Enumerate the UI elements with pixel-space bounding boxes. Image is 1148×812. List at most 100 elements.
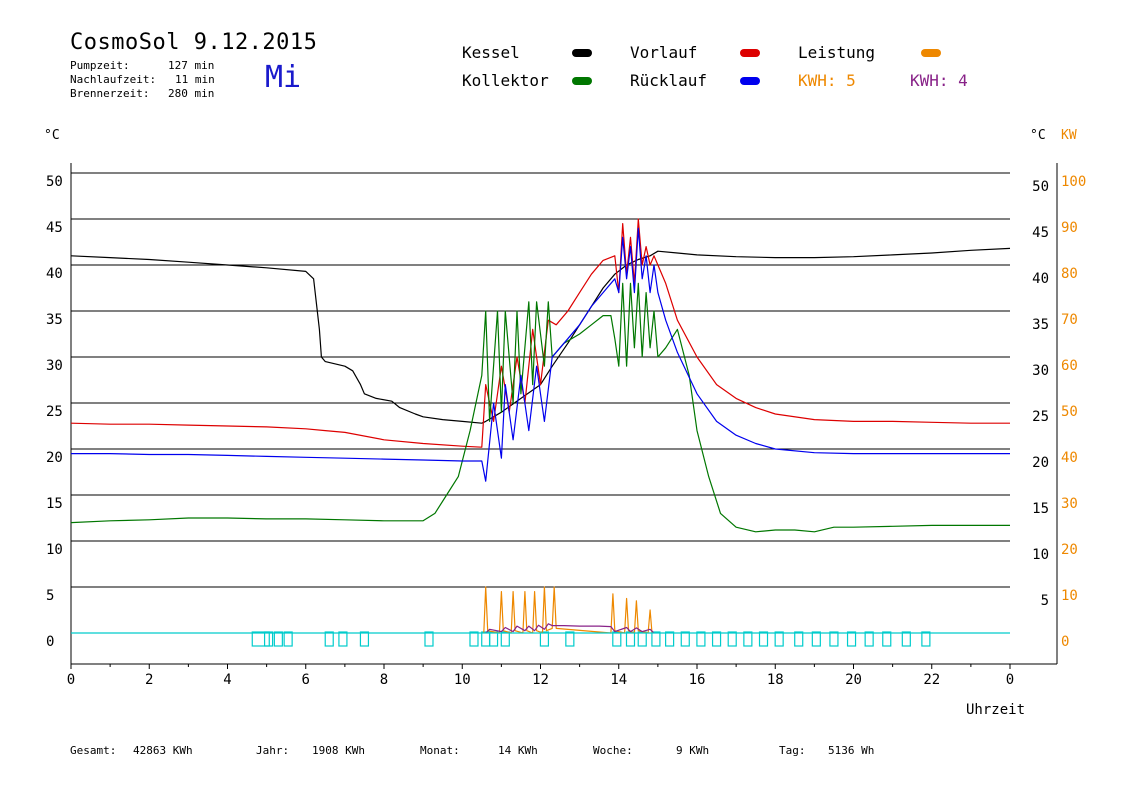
stat-value-pumpzeit: 127 min xyxy=(168,59,215,72)
series-line-kollektor xyxy=(70,282,1010,533)
pump-block xyxy=(263,631,274,647)
pump-block xyxy=(612,631,622,647)
stat-value-nachlaufzeit: 11 min xyxy=(175,73,215,86)
y-right-unit: °C xyxy=(1030,128,1046,143)
footer-gesamt-value: 42863 KWh xyxy=(133,744,193,757)
x-tick-label: 14 xyxy=(610,672,627,688)
pump-block xyxy=(774,631,784,647)
series-line-rcklauf xyxy=(71,227,1010,482)
footer-woche-label: Woche: xyxy=(593,744,633,757)
y-tick-right-temp: 30 xyxy=(1032,363,1049,379)
series-line-kessel xyxy=(70,247,1011,424)
x-tick-label: 20 xyxy=(845,672,862,688)
y-tick-right-temp: 5 xyxy=(1041,593,1049,609)
legend-ruecklauf-label: Rücklauf xyxy=(630,71,708,90)
legend-ruecklauf-swatch xyxy=(740,77,760,85)
x-axis-label: Uhrzeit xyxy=(966,702,1026,718)
legend-kessel-swatch xyxy=(572,49,592,57)
x-tick-label: 18 xyxy=(767,672,784,688)
y-tick-right-temp: 10 xyxy=(1032,547,1049,563)
y-tick-right-kw: 80 xyxy=(1061,266,1078,282)
y-tick-left: 20 xyxy=(46,450,63,466)
pump-block xyxy=(758,631,769,647)
pump-block xyxy=(665,631,675,647)
pump-block xyxy=(921,631,931,647)
legend-kollektor-label: Kollektor xyxy=(462,71,549,90)
pump-block xyxy=(680,631,690,647)
pump-block xyxy=(500,631,510,647)
pump-block xyxy=(743,631,753,647)
y-left-unit: °C xyxy=(44,128,60,143)
y-tick-left: 5 xyxy=(46,588,54,604)
footer-monat-label: Monat: xyxy=(420,744,460,757)
y-tick-right-kw: 60 xyxy=(1061,358,1078,374)
x-tick-label: 4 xyxy=(223,672,231,688)
stat-label-brennerzeit: Brennerzeit: xyxy=(70,87,150,100)
legend-leistung-label: Leistung xyxy=(798,43,876,62)
y-tick-right-temp: 45 xyxy=(1032,225,1049,241)
series-line-vorlauf xyxy=(70,218,1010,448)
x-tick-label: 6 xyxy=(302,672,310,688)
x-tick-label: 22 xyxy=(923,672,940,688)
pump-block xyxy=(829,631,839,647)
weekday-label: Mi xyxy=(265,60,302,95)
y-tick-right-kw: 90 xyxy=(1061,220,1078,236)
pump-block xyxy=(324,631,334,647)
y-tick-left: 0 xyxy=(46,634,54,650)
y-tick-right-kw: 50 xyxy=(1061,404,1078,420)
y-tick-right-temp: 15 xyxy=(1032,501,1049,517)
pump-block xyxy=(488,631,499,647)
y-tick-left: 25 xyxy=(46,404,63,420)
pump-block xyxy=(711,631,722,647)
pump-block xyxy=(338,631,348,647)
pump-block xyxy=(283,631,293,647)
x-tick-label: 0 xyxy=(1006,672,1014,688)
x-tick-label: 8 xyxy=(380,672,388,688)
y-tick-right-kw: 20 xyxy=(1061,542,1078,558)
y-tick-left: 30 xyxy=(46,358,63,374)
pump-block xyxy=(727,631,737,647)
y-tick-right-temp: 20 xyxy=(1032,455,1049,471)
x-tick-label: 16 xyxy=(689,672,706,688)
pump-block xyxy=(901,631,911,647)
legend-vorlauf-label: Vorlauf xyxy=(630,43,698,62)
stat-value-brennerzeit: 280 min xyxy=(168,87,215,100)
y-tick-right-temp: 50 xyxy=(1032,179,1049,195)
series-line-leistung xyxy=(483,586,653,634)
y-tick-right-temp: 35 xyxy=(1032,317,1049,333)
y-tick-right-kw: 40 xyxy=(1061,450,1078,466)
legend-kwh-orange: KWH: 5 xyxy=(798,71,856,90)
x-tick-label: 12 xyxy=(532,672,549,688)
footer-gesamt-label: Gesamt: xyxy=(70,744,117,757)
pump-block xyxy=(794,631,804,647)
legend-kollektor-swatch xyxy=(572,77,592,85)
stat-label-pumpzeit: Pumpzeit: xyxy=(70,59,130,72)
pump-block xyxy=(359,631,370,647)
footer-monat-value: 14 KWh xyxy=(498,744,538,757)
pump-block xyxy=(651,631,661,647)
pump-block xyxy=(251,631,270,647)
pump-block xyxy=(273,631,283,647)
pump-block xyxy=(481,631,491,647)
y-tick-left: 15 xyxy=(46,496,63,512)
footer-woche-value: 9 KWh xyxy=(676,744,710,757)
pump-block xyxy=(864,631,874,647)
pump-block xyxy=(696,631,706,647)
series-line-kwh xyxy=(485,623,655,634)
y-tick-right-kw: 70 xyxy=(1061,312,1078,328)
pump-block xyxy=(565,631,575,647)
stat-label-nachlaufzeit: Nachlaufzeit: xyxy=(70,73,157,86)
y-tick-right-temp: 25 xyxy=(1032,409,1049,425)
chart-title: CosmoSol 9.12.2015 xyxy=(70,30,318,55)
y-tick-right-kw: 100 xyxy=(1061,174,1086,190)
pump-block xyxy=(846,631,857,647)
x-tick-label: 10 xyxy=(454,672,471,688)
y-tick-left: 10 xyxy=(46,542,63,558)
footer-tag-label: Tag: xyxy=(779,744,806,757)
pump-block xyxy=(424,631,434,647)
pump-block xyxy=(539,631,550,647)
pump-block xyxy=(637,631,647,647)
y-tick-left: 35 xyxy=(46,312,63,328)
y-tick-right-kw: 0 xyxy=(1061,634,1069,650)
